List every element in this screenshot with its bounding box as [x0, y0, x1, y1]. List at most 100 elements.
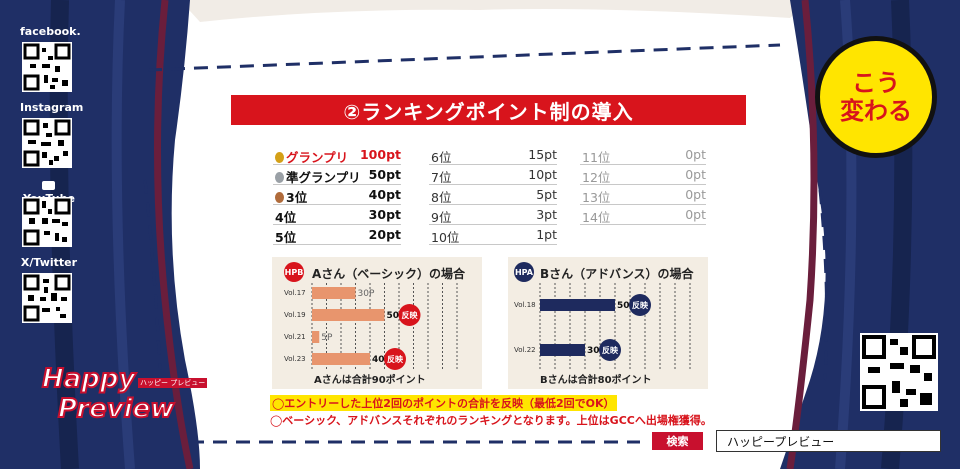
silver-medal-icon [275, 172, 284, 183]
site-qr-code[interactable] [860, 333, 938, 411]
bar-value-label: 40P [372, 355, 392, 365]
rank-row-divider [273, 164, 401, 165]
rank-row-divider [429, 244, 557, 245]
hpa-badge: HPA [514, 262, 534, 282]
reflected-label: 反映 [402, 310, 419, 320]
reflected-burst-icon [384, 348, 406, 370]
volume-label: Vol.21 [284, 333, 306, 341]
rank-row-divider [429, 164, 557, 165]
rank-points: 1pt [536, 227, 557, 242]
rank-name: 10位 [431, 230, 460, 245]
reflected-burst-icon [629, 294, 651, 316]
rank-row: グランプリ 100pt [275, 147, 401, 165]
bar [312, 309, 385, 321]
rank-name: グランプリ [275, 147, 348, 166]
rank-row: 7位 10pt [431, 167, 557, 185]
twitter-label: X/Twitter [20, 256, 78, 269]
reflected-burst-icon [599, 339, 621, 361]
volume-label: Vol.23 [284, 355, 306, 363]
twitter-qr-code[interactable] [22, 273, 72, 323]
qr-code-icon [23, 198, 71, 246]
panel-a-title: Aさん（ベーシック）の場合 [312, 267, 466, 281]
bar-value-label: 50P [387, 311, 407, 321]
reflected-burst-icon [398, 304, 421, 326]
panel-a-total: Aさんは合計90ポイント [314, 375, 426, 386]
bar [312, 287, 356, 299]
rank-row-divider [580, 184, 706, 185]
panel-advance-example: HPA Bさん（アドバンス）の場合 Vol.18 50P 反映 Vol.22 30P 反映… [508, 257, 708, 389]
reflected-label: 反映 [602, 345, 619, 355]
happy-preview-logo[interactable]: Happy Preview ハッピー プレビュー [38, 363, 208, 432]
rank-points: 10pt [528, 167, 557, 182]
rank-points: 50pt [368, 167, 401, 182]
rank-row: 14位 0pt [582, 207, 706, 225]
bar [540, 299, 615, 311]
rank-points: 0pt [685, 167, 706, 182]
bar [312, 331, 320, 343]
rank-points: 100pt [359, 147, 401, 162]
rank-row-divider [273, 204, 401, 205]
instagram-qr-code[interactable] [22, 118, 72, 168]
bar-value-label: 30P [587, 346, 607, 356]
youtube-icon [41, 181, 55, 190]
rank-row-divider [273, 224, 401, 225]
panel-basic-example: HPB Aさん（ベーシック）の場合 Vol.17 30P Vol.19 50P 反映 Vo… [272, 257, 482, 389]
rank-row: 準グランプリ 50pt [275, 167, 401, 185]
search-button[interactable]: 検索 [652, 432, 703, 450]
rank-name: 7位 [431, 170, 452, 185]
rank-points: 20pt [368, 227, 401, 242]
rank-name: 8位 [431, 190, 452, 205]
search-input[interactable]: ハッピープレビュー [716, 430, 941, 452]
rank-name: 13位 [582, 190, 611, 205]
rank-name: 6位 [431, 150, 452, 165]
rank-row-divider [580, 204, 706, 205]
rank-name: 12位 [582, 170, 611, 185]
facebook-qr-code[interactable] [22, 42, 72, 92]
panel-b-total: Bさんは合計80ポイント [540, 375, 652, 386]
youtube-qr-code[interactable] [22, 197, 72, 247]
bronze-medal-icon [275, 192, 284, 203]
rank-row: 3位 40pt [275, 187, 401, 205]
instagram-label: Instagram [20, 101, 84, 114]
logo-text-preview: Preview [57, 393, 175, 425]
rank-row: 12位 0pt [582, 167, 706, 185]
reflected-label: 反映 [632, 300, 649, 310]
qr-code-icon [23, 119, 71, 167]
volume-label: Vol.22 [514, 346, 536, 354]
qr-code-icon [23, 43, 71, 91]
rank-name: 14位 [582, 210, 611, 225]
rank-name: 5位 [275, 230, 297, 245]
volume-label: Vol.17 [284, 289, 306, 297]
qr-code-icon [862, 335, 936, 409]
reflected-label: 反映 [387, 354, 404, 364]
rank-points: 40pt [368, 187, 401, 202]
rank-row-divider [429, 204, 557, 205]
change-badge: こう 変わる [815, 36, 937, 158]
badge-line1: こう [852, 69, 900, 97]
rank-points: 3pt [536, 207, 557, 222]
rank-row: 4位 30pt [275, 207, 401, 225]
rank-row: 11位 0pt [582, 147, 706, 165]
rank-row-divider [273, 184, 401, 185]
rank-name: 9位 [431, 210, 452, 225]
section-title: ②ランキングポイント制の導入 [231, 95, 746, 125]
rank-points: 15pt [528, 147, 557, 162]
bar-value-label: 5P [321, 333, 333, 343]
rank-points: 0pt [685, 147, 706, 162]
volume-label: Vol.19 [284, 311, 306, 319]
rank-row: 13位 0pt [582, 187, 706, 205]
rank-name: 11位 [582, 150, 611, 165]
rank-row: 8位 5pt [431, 187, 557, 205]
panel-b-title: Bさん（アドバンス）の場合 [540, 267, 694, 281]
logo-tagline: ハッピー プレビュー [138, 378, 208, 388]
rank-row-divider [273, 244, 401, 245]
facebook-label: facebook. [20, 25, 81, 38]
note-top-two-entries: ◯エントリーした上位2回のポイントの合計を反映（最低2回でOK） [270, 395, 617, 411]
bar [540, 344, 585, 356]
volume-label: Vol.18 [514, 301, 536, 309]
rank-row: 10位 1pt [431, 227, 557, 245]
rank-name: 準グランプリ [275, 167, 361, 186]
rank-points: 30pt [368, 207, 401, 222]
rank-name: 4位 [275, 210, 297, 225]
